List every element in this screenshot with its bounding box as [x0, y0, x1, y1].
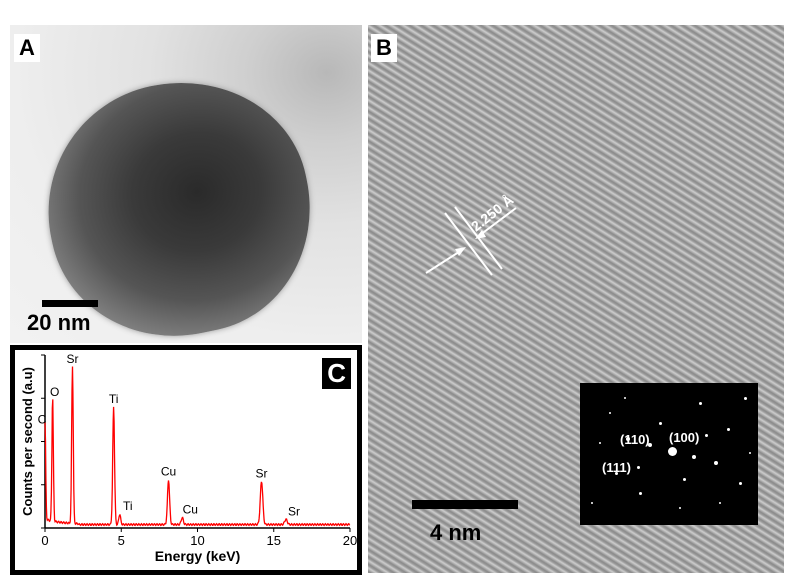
peak-label: Ti	[123, 499, 133, 513]
diffraction-spot	[704, 433, 708, 437]
peak-label: O	[50, 385, 59, 399]
arrow-out	[479, 207, 517, 236]
x-axis-label: Energy (keV)	[155, 548, 241, 564]
x-tick-label: 0	[41, 533, 48, 548]
diffraction-spot	[692, 455, 696, 459]
peak-label: Ti	[109, 392, 119, 406]
diffraction-spot	[636, 465, 640, 469]
arrow-head	[475, 230, 486, 239]
diffraction-spot	[714, 461, 718, 465]
x-tick-label: 5	[118, 533, 125, 548]
diffraction-pattern-inset: (110) (100) (111)	[580, 383, 758, 525]
d-spacing-annotation: 2.250 Å	[425, 192, 517, 276]
diffraction-spot	[638, 491, 642, 495]
diffraction-spot	[648, 443, 652, 447]
peak-label: Cu	[161, 465, 176, 479]
panel-b-scale-bar	[412, 500, 518, 509]
diffraction-spot	[698, 401, 702, 405]
panel-c-eds-spectrum: 0 5 10 15 20 Energy (keV) Counts per second (a…	[10, 345, 362, 575]
panel-a-label: A	[14, 34, 40, 62]
peak-label: C	[38, 413, 47, 427]
panel-a-scale-bar	[42, 300, 98, 307]
panel-a-scale-text: 20 nm	[27, 310, 91, 335]
peak-label: Sr	[66, 352, 78, 366]
panel-b-scale-text: 4 nm	[430, 520, 482, 545]
diffraction-spot	[599, 442, 601, 444]
diffraction-spot	[614, 471, 618, 475]
peak-label: Sr	[288, 504, 300, 518]
diffraction-spot	[719, 502, 721, 504]
diffraction-spot	[738, 481, 742, 485]
diffraction-spot	[726, 427, 730, 431]
index-100: (100)	[669, 430, 700, 445]
peak-label: Cu	[183, 503, 198, 517]
diffraction-spot	[667, 446, 677, 456]
diffraction-spot	[609, 412, 611, 414]
diffraction-spot	[743, 396, 747, 400]
diffraction-spot	[658, 421, 662, 425]
diffraction-spot	[679, 507, 681, 509]
diffraction-spot	[591, 502, 593, 504]
index-110: (110)	[620, 432, 650, 447]
diffraction-spot	[626, 437, 630, 441]
panel-a-tem-image	[10, 25, 362, 343]
diffraction-spot	[624, 397, 626, 399]
eds-chart: 0 5 10 15 20 Energy (keV) Counts per second (a…	[20, 352, 357, 564]
arrow-head	[455, 247, 466, 256]
fringe-marker-line	[444, 212, 493, 276]
x-tick-label: 15	[267, 533, 281, 548]
x-tick-label: 10	[190, 533, 204, 548]
x-tick-label: 20	[343, 533, 357, 548]
panel-b-label: B	[371, 34, 397, 62]
y-axis-label: Counts per second (a.u)	[20, 367, 35, 516]
index-111: (111)	[602, 460, 631, 475]
diffraction-spot	[682, 477, 686, 481]
arrow-in	[425, 249, 463, 274]
spectrum-line	[44, 366, 351, 527]
peak-label: Sr	[256, 466, 268, 480]
panel-c-label: C	[322, 358, 351, 389]
diffraction-spot	[749, 452, 751, 454]
